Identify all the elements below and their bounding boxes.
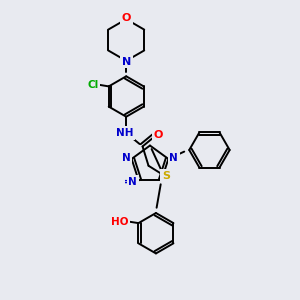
Text: O: O — [122, 13, 131, 23]
Text: Cl: Cl — [87, 80, 99, 90]
Text: NH: NH — [116, 128, 134, 138]
Text: S: S — [162, 171, 170, 181]
Text: =: = — [124, 177, 132, 187]
Text: N: N — [122, 153, 131, 163]
Text: NH: NH — [116, 128, 134, 138]
Text: O: O — [153, 130, 163, 140]
Text: N: N — [122, 153, 131, 163]
Text: N: N — [128, 177, 137, 187]
Text: N: N — [122, 57, 131, 67]
Text: O: O — [153, 130, 163, 140]
Text: Cl: Cl — [87, 80, 99, 90]
Text: N: N — [169, 153, 178, 163]
Text: N: N — [122, 57, 131, 67]
Text: N: N — [169, 153, 178, 163]
Text: HO: HO — [111, 217, 129, 226]
Text: HO: HO — [111, 217, 129, 226]
Text: O: O — [122, 13, 131, 23]
Text: S: S — [162, 171, 170, 181]
Text: N: N — [128, 177, 137, 187]
